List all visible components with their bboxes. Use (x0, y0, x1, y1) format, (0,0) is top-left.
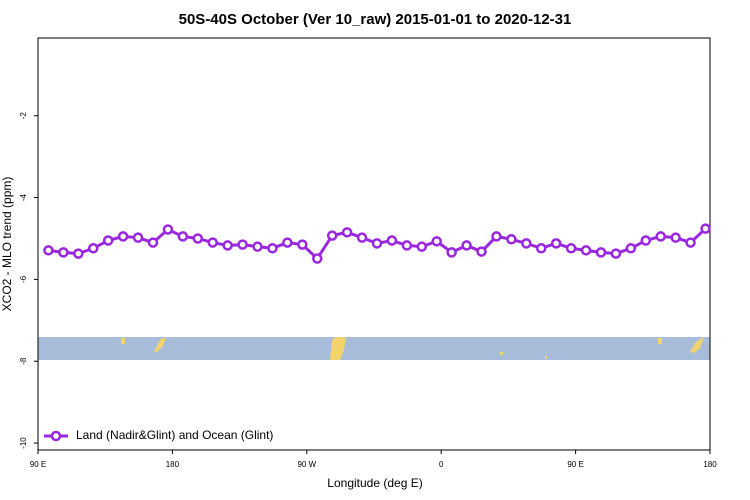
data-point (416, 241, 428, 252)
data-point (117, 231, 129, 242)
data-point (401, 240, 413, 251)
x-tick-label: 0 (439, 460, 444, 469)
data-point (267, 243, 278, 254)
data-point (252, 241, 263, 252)
data-point (685, 237, 696, 248)
y-tick-label: -8 (19, 357, 28, 365)
data-point (610, 248, 622, 259)
land-patch (500, 352, 503, 355)
data-point (326, 230, 338, 241)
data-point (491, 231, 502, 242)
x-axis-label: Longitude (deg E) (327, 476, 422, 490)
data-point (506, 234, 517, 245)
data-point (88, 243, 99, 254)
data-point (341, 227, 353, 238)
data-point (625, 243, 637, 254)
land-patch (545, 356, 547, 359)
chart-title: 50S-40S October (Ver 10_raw) 2015-01-01 … (179, 11, 572, 28)
land-patch (658, 338, 662, 344)
data-point (371, 238, 383, 249)
x-tick-label: 90 W (297, 460, 316, 469)
data-point (297, 239, 308, 250)
x-tick-label: 90 E (30, 460, 46, 469)
data-point (43, 245, 54, 256)
land-patch (330, 337, 346, 360)
data-point (550, 238, 562, 249)
x-tick-label: 180 (166, 460, 180, 469)
land-ocean-strip (38, 337, 710, 360)
land-patch (121, 338, 125, 344)
y-tick-label: -10 (19, 437, 28, 449)
data-point (640, 235, 652, 246)
data-point (595, 247, 607, 258)
data-point (162, 224, 174, 235)
ocean-band (38, 337, 710, 360)
data-point (73, 248, 84, 259)
data-point (461, 240, 472, 251)
data-point (580, 245, 592, 256)
data-point (655, 231, 666, 242)
y-axis-label: XCO2 - MLO trend (ppm) (0, 177, 14, 312)
land-patch (690, 337, 704, 353)
data-point (700, 223, 711, 234)
data-point (192, 233, 204, 244)
data-point (536, 243, 547, 254)
data-point (446, 247, 457, 258)
data-point (312, 253, 323, 264)
data-point (521, 238, 532, 249)
x-tick-label: 180 (703, 460, 717, 469)
legend: Land (Nadir&Glint) and Ocean (Glint) (44, 428, 273, 442)
data-point (207, 237, 218, 248)
data-point (237, 239, 248, 250)
data-point (58, 247, 69, 258)
legend-marker (50, 430, 62, 442)
data-point (670, 232, 681, 243)
x-tick-label: 90 E (567, 460, 583, 469)
y-tick-label: -2 (19, 112, 28, 120)
data-point (102, 235, 114, 246)
data-point (132, 232, 144, 243)
data-point (177, 231, 189, 242)
data-point (282, 237, 293, 248)
data-point (476, 246, 487, 257)
data-point (431, 236, 442, 247)
data-point (222, 240, 233, 251)
y-tick-label: -6 (19, 275, 28, 283)
legend-label: Land (Nadir&Glint) and Ocean (Glint) (76, 428, 273, 442)
land-patch (154, 337, 166, 352)
data-point (386, 235, 398, 246)
y-tick-label: -4 (19, 193, 28, 201)
plot-frame (37, 37, 711, 451)
data-point (565, 243, 577, 254)
data-point (356, 232, 368, 243)
data-point (147, 237, 159, 248)
